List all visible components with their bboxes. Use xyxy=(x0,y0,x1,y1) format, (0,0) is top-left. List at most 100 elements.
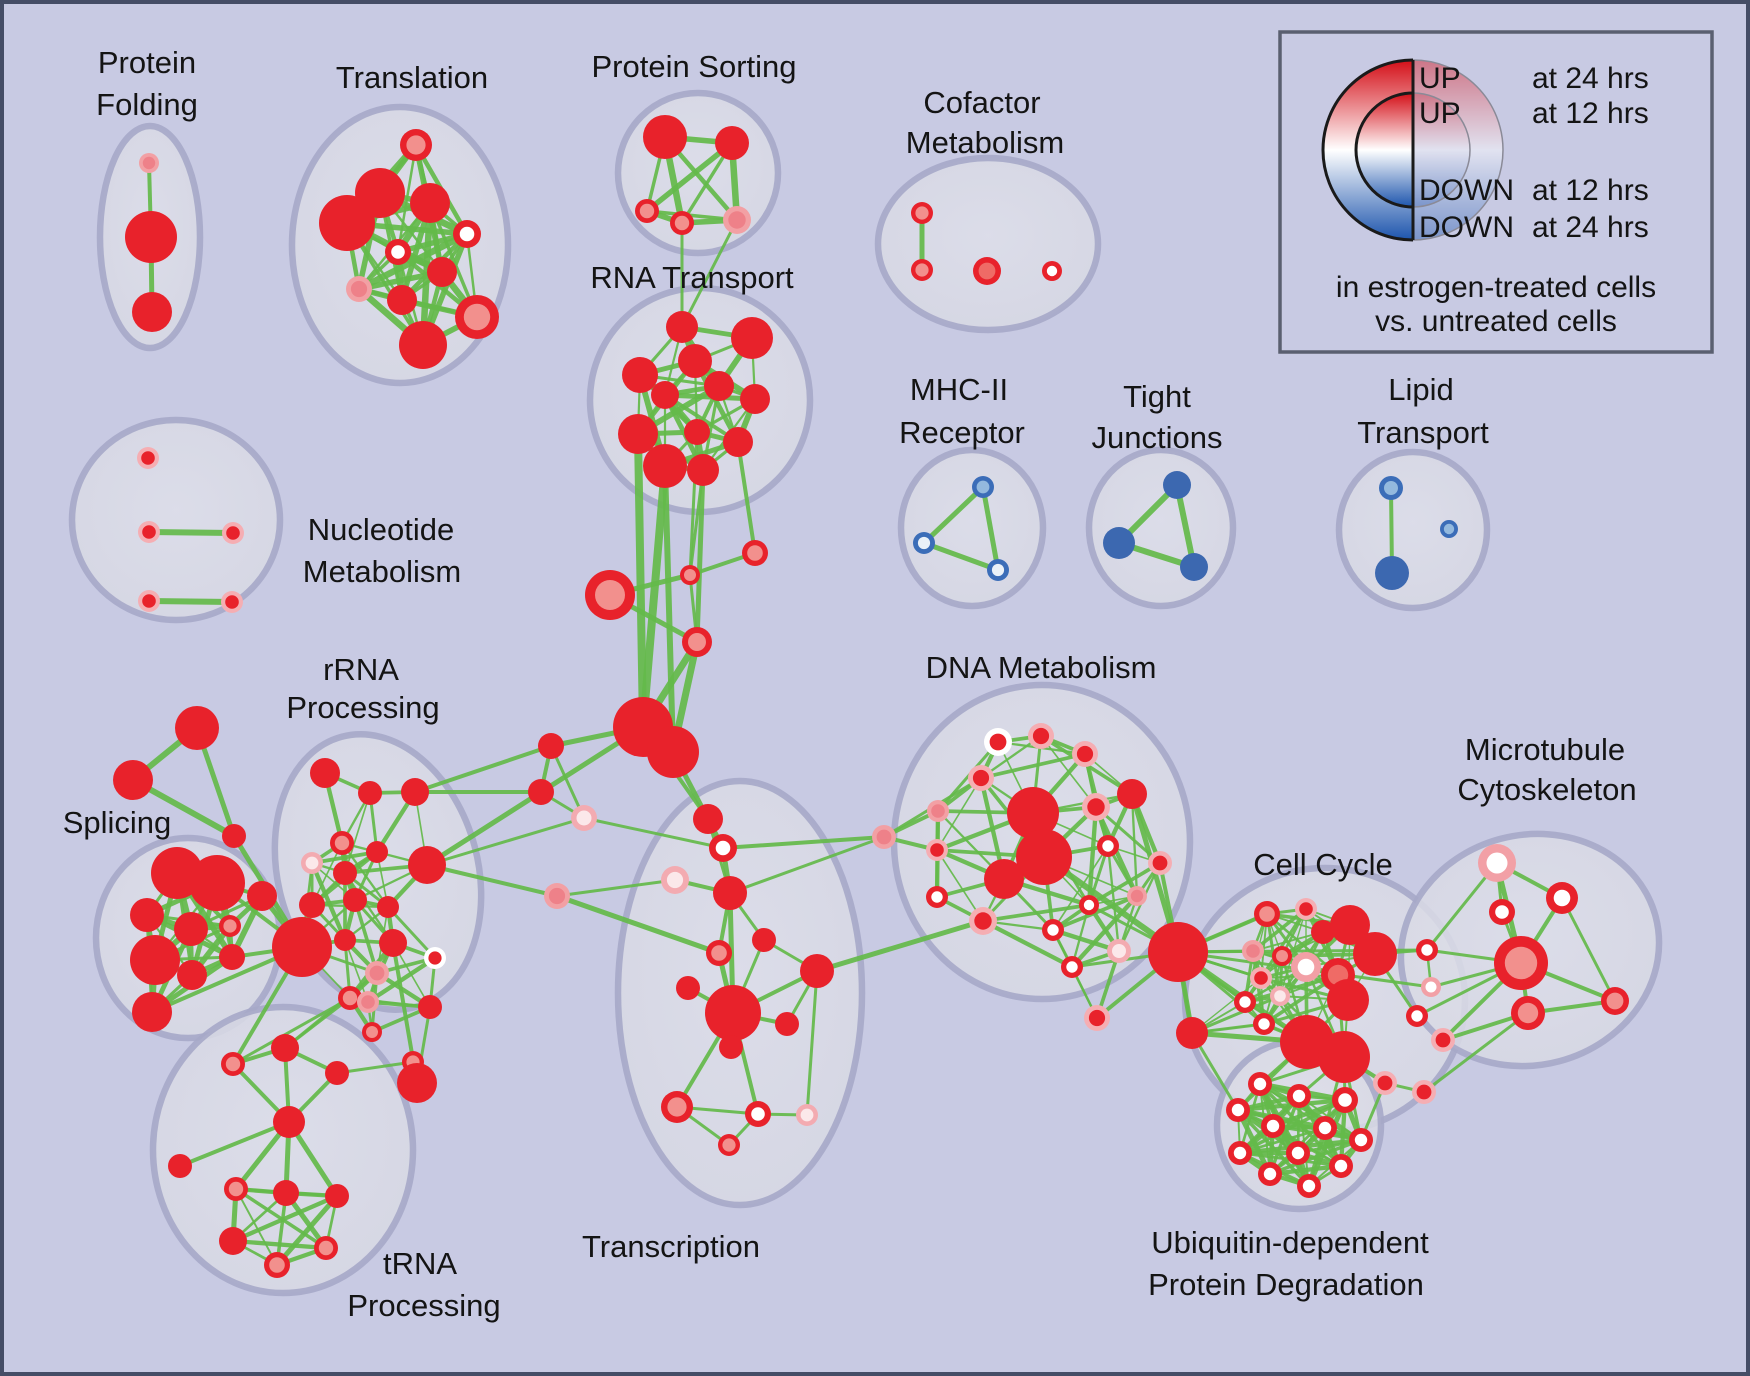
node-RR21[interactable] xyxy=(397,1063,437,1103)
node-DM7[interactable] xyxy=(1082,793,1110,821)
node-DM22[interactable] xyxy=(1127,886,1147,906)
node-TR8[interactable] xyxy=(325,1184,349,1208)
node-TR11[interactable] xyxy=(264,1252,290,1278)
node-C3[interactable] xyxy=(973,257,1001,285)
node-DM14[interactable] xyxy=(969,907,997,935)
node-RR3[interactable] xyxy=(401,778,429,806)
node-T1[interactable] xyxy=(400,129,432,161)
node-T8[interactable] xyxy=(346,276,372,302)
node-DM8[interactable] xyxy=(1117,779,1147,809)
node-L1[interactable] xyxy=(1379,476,1403,500)
node-DM10[interactable] xyxy=(1016,829,1072,885)
node-DM20[interactable] xyxy=(1107,939,1131,963)
node-U6[interactable] xyxy=(1313,1116,1337,1140)
node-R1[interactable] xyxy=(666,311,698,343)
node-U10[interactable] xyxy=(1329,1154,1353,1178)
node-RR2[interactable] xyxy=(358,781,382,805)
node-RR5[interactable] xyxy=(301,852,323,874)
node-TR7[interactable] xyxy=(273,1180,299,1206)
node-T4[interactable] xyxy=(319,195,375,251)
node-I2[interactable] xyxy=(528,779,554,805)
node-PS1[interactable] xyxy=(643,115,687,159)
node-X7[interactable] xyxy=(706,940,732,966)
node-R7[interactable] xyxy=(740,384,770,414)
node-I3[interactable] xyxy=(571,805,597,831)
node-H1[interactable] xyxy=(680,565,700,585)
node-CCb2[interactable] xyxy=(1176,1017,1208,1049)
node-X1[interactable] xyxy=(693,804,723,834)
node-CC6[interactable] xyxy=(1272,946,1292,966)
node-DM3[interactable] xyxy=(1072,741,1098,767)
node-DM0[interactable] xyxy=(872,825,896,849)
node-TR5[interactable] xyxy=(168,1154,192,1178)
node-X15[interactable] xyxy=(796,1104,818,1126)
node-X16[interactable] xyxy=(718,1134,740,1156)
node-SP2[interactable] xyxy=(189,855,245,911)
node-X2[interactable] xyxy=(709,834,737,862)
node-MT1[interactable] xyxy=(1478,844,1516,882)
node-PS5[interactable] xyxy=(723,206,751,234)
node-RR8[interactable] xyxy=(408,846,446,884)
node-C1[interactable] xyxy=(911,202,933,224)
node-M2[interactable] xyxy=(913,532,935,554)
node-U3[interactable] xyxy=(1226,1098,1250,1122)
node-TR1[interactable] xyxy=(221,1052,245,1076)
node-X3[interactable] xyxy=(661,866,689,894)
node-RR17[interactable] xyxy=(338,986,362,1010)
node-DM6[interactable] xyxy=(1007,787,1059,839)
node-X11[interactable] xyxy=(775,1012,799,1036)
node-MT9[interactable] xyxy=(1511,996,1545,1030)
node-CC20[interactable] xyxy=(1431,1028,1455,1052)
node-CC8[interactable] xyxy=(1250,967,1272,989)
node-SP7[interactable] xyxy=(130,935,180,985)
node-ST1[interactable] xyxy=(175,706,219,750)
node-RR18[interactable] xyxy=(357,991,379,1013)
node-DM12[interactable] xyxy=(984,859,1024,899)
node-X10[interactable] xyxy=(705,985,761,1041)
node-CC19[interactable] xyxy=(1406,1005,1428,1027)
node-U11[interactable] xyxy=(1258,1162,1282,1186)
node-N2[interactable] xyxy=(138,521,160,543)
node-DM9[interactable] xyxy=(926,839,948,861)
node-I1[interactable] xyxy=(538,733,564,759)
node-PS2[interactable] xyxy=(715,126,749,160)
node-H2[interactable] xyxy=(742,540,768,566)
node-CC16[interactable] xyxy=(1318,1031,1370,1083)
node-CC14[interactable] xyxy=(1327,979,1369,1021)
node-RR4[interactable] xyxy=(330,831,354,855)
node-N3[interactable] xyxy=(222,522,244,544)
node-RR6[interactable] xyxy=(366,841,388,863)
node-U4[interactable] xyxy=(1332,1087,1358,1113)
node-TR9[interactable] xyxy=(219,1227,247,1255)
node-C2[interactable] xyxy=(911,259,933,281)
node-T3[interactable] xyxy=(410,183,450,223)
node-X4[interactable] xyxy=(544,883,570,909)
node-R11[interactable] xyxy=(643,444,687,488)
node-PF1[interactable] xyxy=(139,153,159,173)
node-SP5[interactable] xyxy=(219,915,241,937)
node-R10[interactable] xyxy=(723,427,753,457)
node-T9[interactable] xyxy=(387,285,417,315)
node-T6[interactable] xyxy=(385,239,411,265)
node-R3[interactable] xyxy=(622,357,658,393)
node-MT6[interactable] xyxy=(1494,936,1548,990)
node-RR13[interactable] xyxy=(334,929,356,951)
node-PS4[interactable] xyxy=(670,211,694,235)
node-U7[interactable] xyxy=(1349,1128,1373,1152)
node-X9[interactable] xyxy=(676,976,700,1000)
node-R12[interactable] xyxy=(687,454,719,486)
node-M1[interactable] xyxy=(972,476,994,498)
node-CC12[interactable] xyxy=(1270,986,1290,1006)
node-DM19[interactable] xyxy=(1061,956,1083,978)
node-CC4[interactable] xyxy=(1330,905,1370,945)
node-DM2[interactable] xyxy=(1028,723,1054,749)
node-RR16[interactable] xyxy=(365,961,389,985)
node-L2[interactable] xyxy=(1375,556,1409,590)
node-RR23[interactable] xyxy=(362,1022,382,1042)
node-RR14[interactable] xyxy=(379,929,407,957)
node-N1[interactable] xyxy=(137,447,159,469)
node-RR10[interactable] xyxy=(343,888,367,912)
node-C4[interactable] xyxy=(1042,261,1062,281)
node-R5[interactable] xyxy=(704,371,734,401)
node-MT2[interactable] xyxy=(1546,882,1578,914)
